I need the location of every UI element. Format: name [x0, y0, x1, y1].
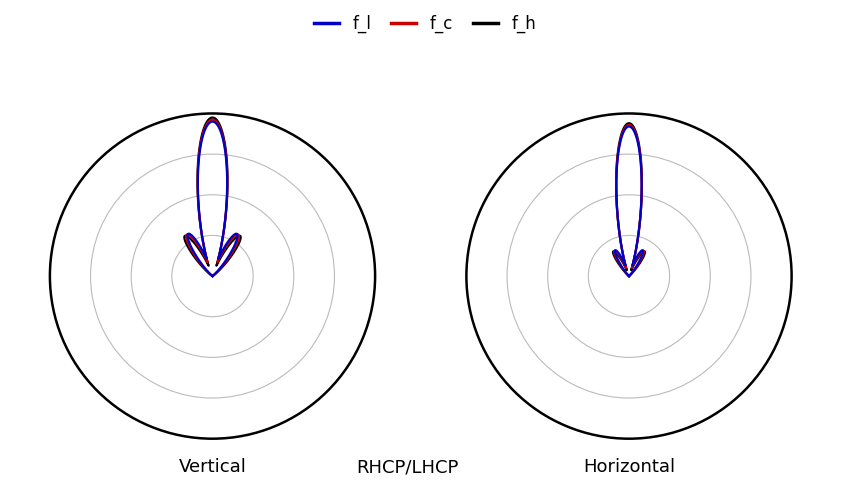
Text: Horizontal: Horizontal — [583, 458, 675, 476]
Text: Vertical: Vertical — [178, 458, 246, 476]
Text: RHCP/LHCP: RHCP/LHCP — [356, 458, 459, 476]
Legend: f_l, f_c, f_h: f_l, f_c, f_h — [308, 8, 542, 40]
